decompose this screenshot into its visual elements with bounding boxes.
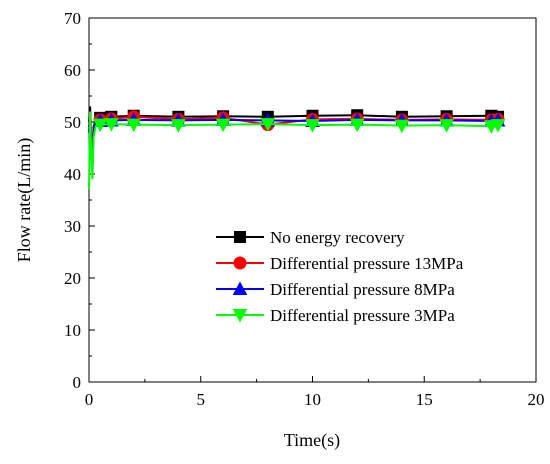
y-tick-label: 40 <box>64 165 81 184</box>
legend-label: Differential pressure 8MPa <box>270 280 455 299</box>
legend: No energy recovery Differential pressure … <box>216 228 464 325</box>
x-axis-title: Time(s) <box>284 430 340 451</box>
y-tick-label: 10 <box>64 321 81 340</box>
x-tick-label: 20 <box>528 390 545 409</box>
legend-marker <box>232 281 248 295</box>
x-tick-label: 10 <box>304 390 321 409</box>
series-line <box>88 114 499 172</box>
legend-label: No energy recovery <box>270 228 405 247</box>
legend-marker <box>233 256 247 270</box>
series-3 <box>88 111 506 190</box>
data-point <box>215 118 231 133</box>
plot-frame <box>88 17 537 383</box>
data-point <box>171 119 186 133</box>
legend-label: Differential pressure 13MPa <box>270 254 464 273</box>
data-point <box>394 119 410 134</box>
data-point <box>490 119 506 133</box>
data-point <box>104 118 119 132</box>
data-point <box>349 118 365 133</box>
legend-label: Differential pressure 3MPa <box>270 306 455 325</box>
x-tick-label: 15 <box>416 390 433 409</box>
series-line <box>88 106 499 164</box>
y-tick-label: 50 <box>64 113 81 132</box>
data-point <box>92 118 108 133</box>
y-axis-title: Flow rate(L/min) <box>14 138 35 262</box>
y-tick-label: 70 <box>64 9 81 28</box>
y-tick-label: 0 <box>73 373 82 392</box>
x-tick-label: 5 <box>197 390 206 409</box>
x-tick-label: 0 <box>85 390 94 409</box>
series-line <box>88 111 499 190</box>
data-point <box>260 118 276 132</box>
legend-marker <box>234 231 246 243</box>
legend-marker <box>232 309 248 323</box>
y-tick-label: 20 <box>64 269 81 288</box>
series-0 <box>88 106 505 164</box>
data-point <box>439 119 454 133</box>
data-point <box>305 119 320 133</box>
data-point <box>126 118 142 133</box>
y-tick-label: 30 <box>64 217 81 236</box>
y-tick-label: 60 <box>64 61 81 80</box>
